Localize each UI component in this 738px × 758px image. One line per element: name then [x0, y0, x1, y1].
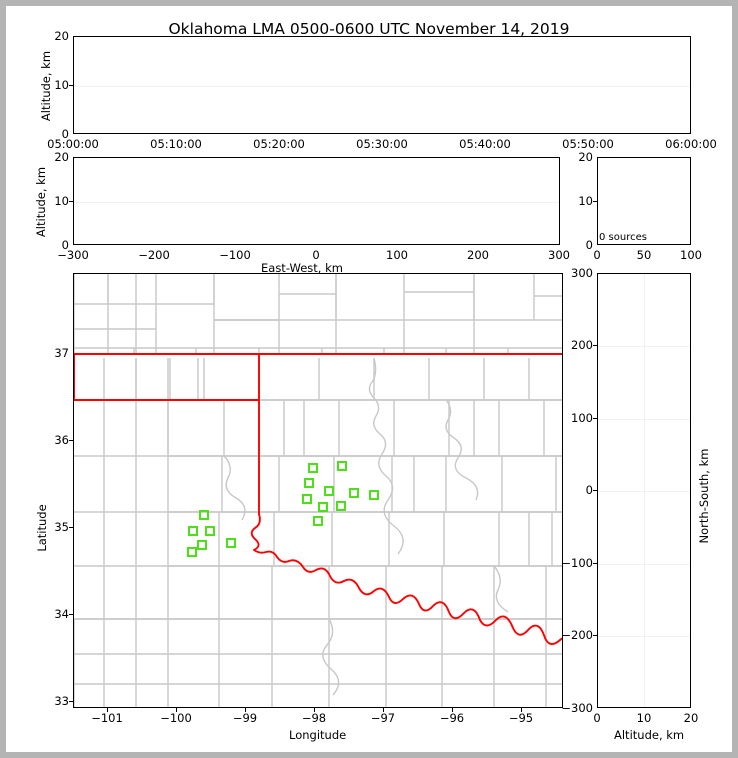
tick-mark [69, 613, 73, 615]
tick-label: 200 [467, 248, 489, 262]
axis-label-x: East-West, km [261, 261, 343, 275]
tick-mark [69, 200, 73, 202]
tick-mark [451, 708, 453, 712]
state-boundary [74, 353, 562, 645]
time-height-panel[interactable] [73, 36, 691, 134]
tick-label: 300 [571, 266, 593, 280]
axis-label-y: Altitude, km [34, 166, 48, 238]
tick-mark [313, 708, 315, 712]
tick-label: 35 [54, 520, 69, 534]
river-lines [223, 357, 509, 696]
county-lines [74, 274, 562, 707]
tick-label: 100 [571, 411, 593, 425]
east-west-height-panel[interactable] [73, 157, 560, 245]
tick-mark [106, 708, 108, 712]
gridline [74, 86, 690, 87]
tick-label: 20 [54, 150, 69, 164]
tick-mark [69, 526, 73, 528]
tick-label: 0 [312, 248, 320, 262]
map-svg [74, 274, 562, 707]
tick-label: −100 [160, 711, 192, 725]
source-histogram-panel[interactable] [597, 157, 691, 245]
tick-mark [593, 417, 597, 419]
gridline [644, 274, 645, 707]
map-panel[interactable] [73, 273, 563, 708]
tick-label: −100 [561, 556, 593, 570]
tick-label: −99 [232, 711, 258, 725]
tick-label: 20 [683, 711, 699, 725]
tick-label: 05:30:00 [356, 137, 408, 151]
tick-label: 0 [593, 711, 601, 725]
tick-mark [244, 708, 246, 712]
tick-label: 36 [54, 433, 69, 447]
tick-label: −300 [57, 248, 89, 262]
tick-label: 0 [593, 248, 601, 262]
axis-label-x: Longitude [289, 728, 347, 742]
tick-label: 10 [578, 194, 593, 208]
gridline [74, 202, 559, 203]
tick-mark [593, 562, 597, 564]
tick-label: 10 [54, 78, 69, 92]
tick-label: 05:20:00 [253, 137, 305, 151]
tick-label: 100 [680, 248, 702, 262]
tick-label: −97 [370, 711, 396, 725]
tick-label: 0 [61, 127, 69, 141]
axis-label-x: Altitude, km [614, 728, 685, 742]
tick-label: 20 [578, 150, 593, 164]
axis-label-y: North-South, km [697, 448, 711, 544]
tick-label: 05:40:00 [459, 137, 511, 151]
tick-label: 33 [54, 694, 69, 708]
figure-canvas: Oklahoma LMA 0500-0600 UTC November 14, … [6, 6, 732, 752]
tick-label: 05:00:00 [47, 137, 99, 151]
tick-label: 37 [54, 346, 69, 360]
axis-label-y: Latitude [35, 504, 49, 552]
page-title: Oklahoma LMA 0500-0600 UTC November 14, … [168, 20, 570, 38]
tick-mark [593, 344, 597, 346]
tick-mark [593, 634, 597, 636]
tick-mark [382, 708, 384, 712]
tick-label: 20 [54, 29, 69, 43]
tick-label: −200 [138, 248, 170, 262]
tick-label: 100 [386, 248, 408, 262]
tick-mark [593, 489, 597, 491]
tick-label: −96 [439, 711, 465, 725]
tick-label: 0 [61, 238, 69, 252]
tick-label: 50 [636, 248, 652, 262]
north-south-height-panel[interactable] [597, 273, 691, 708]
tick-mark [69, 439, 73, 441]
tick-label: 200 [571, 338, 593, 352]
tick-label: −101 [91, 711, 123, 725]
axis-label-y: Altitude, km [39, 50, 53, 122]
tick-mark [175, 708, 177, 712]
tick-label: −95 [508, 711, 534, 725]
tick-label: 34 [54, 607, 69, 621]
station-markers [187, 461, 379, 557]
tick-label: −300 [561, 701, 593, 715]
tick-label: −98 [301, 711, 327, 725]
tick-mark [520, 708, 522, 712]
tick-label: −100 [219, 248, 251, 262]
tick-label: 10 [54, 194, 69, 208]
tick-label: 300 [548, 248, 570, 262]
tick-label: 0 [585, 238, 593, 252]
tick-label: −200 [561, 628, 593, 642]
tick-mark [69, 700, 73, 702]
tick-label: 06:00:00 [665, 137, 717, 151]
tick-mark [69, 84, 73, 86]
tick-label: 05:50:00 [562, 137, 614, 151]
tick-label: 05:10:00 [150, 137, 202, 151]
tick-mark [593, 200, 597, 202]
source-count-annotation: 0 sources [599, 232, 647, 243]
tick-label: 10 [636, 711, 652, 725]
tick-label: 0 [585, 483, 593, 497]
